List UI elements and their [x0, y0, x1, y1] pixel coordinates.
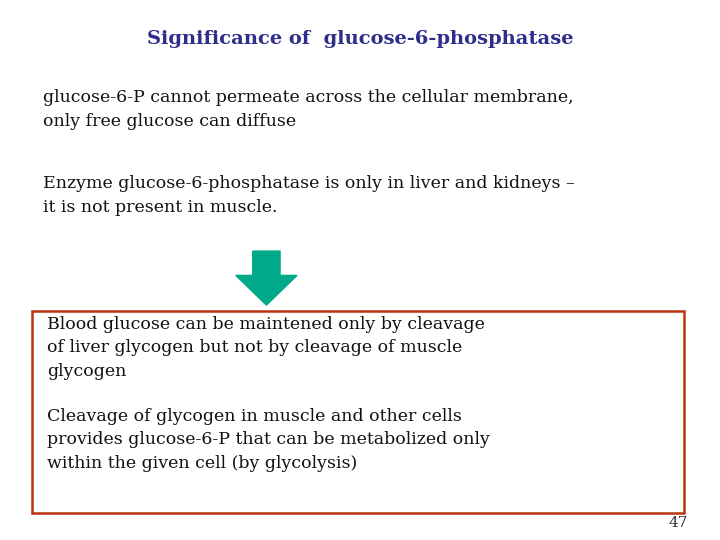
Text: Cleavage of glycogen in muscle and other cells
provides glucose-6-P that can be : Cleavage of glycogen in muscle and other…: [47, 408, 490, 472]
Text: Enzyme glucose-6-phosphatase is only in liver and kidneys –
it is not present in: Enzyme glucose-6-phosphatase is only in …: [43, 176, 575, 216]
Text: 47: 47: [668, 516, 688, 530]
Bar: [32, 310, 684, 513]
Text: Significance of  glucose-6-phosphatase: Significance of glucose-6-phosphatase: [147, 30, 573, 48]
Text: glucose-6-P cannot permeate across the cellular membrane,
only free glucose can : glucose-6-P cannot permeate across the c…: [43, 89, 574, 130]
FancyArrow shape: [236, 251, 297, 305]
Text: Blood glucose can be maintened only by cleavage
of liver glycogen but not by cle: Blood glucose can be maintened only by c…: [47, 316, 485, 380]
